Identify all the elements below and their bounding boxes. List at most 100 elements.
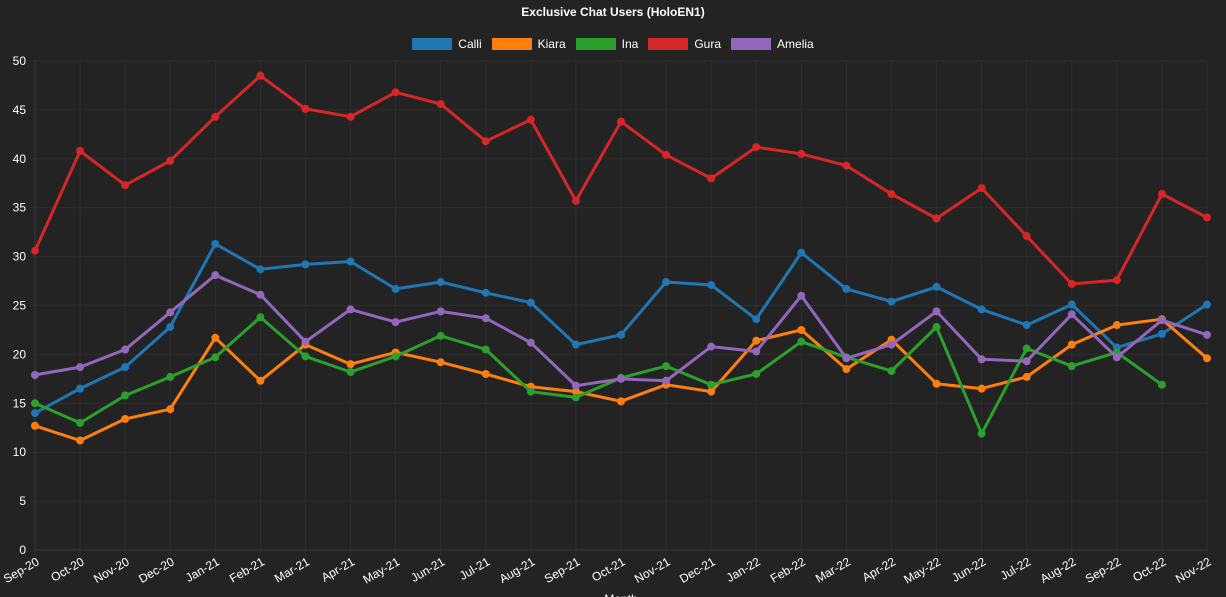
data-point xyxy=(571,196,580,205)
data-point xyxy=(166,323,175,332)
data-point xyxy=(1203,213,1211,222)
x-tick-label: Aug-21 xyxy=(497,554,538,586)
data-point xyxy=(526,338,535,347)
data-point xyxy=(211,239,220,248)
data-point xyxy=(1203,354,1211,363)
legend-item-ina[interactable]: Ina xyxy=(575,37,639,51)
data-point xyxy=(887,190,896,199)
data-point xyxy=(707,380,716,389)
data-point xyxy=(1112,321,1121,330)
series-amelia xyxy=(31,271,1211,390)
x-tick-label: Nov-20 xyxy=(91,554,132,586)
data-point xyxy=(481,137,490,146)
data-point xyxy=(121,345,130,354)
x-tick-label: May-22 xyxy=(901,554,943,586)
legend: Calli Kiara Ina Gura Amelia xyxy=(0,37,1226,51)
legend-item-calli[interactable]: Calli xyxy=(412,37,482,51)
data-point xyxy=(301,352,310,361)
legend-item-amelia[interactable]: Amelia xyxy=(731,37,814,51)
data-point xyxy=(887,367,896,376)
data-point xyxy=(571,393,580,402)
legend-label: Ina xyxy=(621,37,639,51)
y-tick-label: 20 xyxy=(13,347,27,361)
x-tick-label: Nov-21 xyxy=(632,554,673,586)
data-point xyxy=(1112,276,1121,285)
data-point xyxy=(76,363,85,372)
data-point xyxy=(121,363,130,372)
data-point xyxy=(617,330,625,339)
data-point xyxy=(346,360,355,369)
legend-swatch xyxy=(648,38,689,50)
data-point xyxy=(481,288,490,297)
x-tick-label: Apr-21 xyxy=(319,554,357,584)
data-point xyxy=(797,337,806,346)
data-point xyxy=(526,387,535,396)
data-point xyxy=(571,381,580,390)
x-tick-label: Sep-21 xyxy=(542,554,583,586)
data-point xyxy=(346,305,355,314)
data-point xyxy=(31,246,39,255)
data-point xyxy=(1203,300,1211,309)
data-point xyxy=(1067,300,1076,309)
chart-title: Exclusive Chat Users (HoloEN1) xyxy=(521,5,705,19)
legend-swatch xyxy=(575,38,616,50)
x-tick-label: Feb-22 xyxy=(768,554,808,585)
data-point xyxy=(1022,321,1031,330)
legend-label: Amelia xyxy=(777,37,814,51)
x-tick-label: Oct-20 xyxy=(48,554,86,584)
data-point xyxy=(707,174,716,183)
data-point xyxy=(1067,362,1076,371)
data-point xyxy=(1157,190,1166,199)
y-tick-label: 30 xyxy=(13,250,27,264)
data-point xyxy=(1157,329,1166,338)
data-point xyxy=(211,112,220,121)
data-point xyxy=(707,342,716,351)
data-point xyxy=(256,290,265,299)
series-gura xyxy=(31,71,1211,288)
data-point xyxy=(842,284,851,293)
x-tick-label: Jan-21 xyxy=(183,554,222,585)
y-tick-label: 50 xyxy=(13,54,27,68)
data-point xyxy=(256,265,265,274)
data-point xyxy=(256,71,265,80)
data-point xyxy=(346,368,355,377)
data-point xyxy=(436,358,445,367)
x-tick-label: Mar-21 xyxy=(272,554,312,585)
data-point xyxy=(391,318,400,327)
legend-label: Kiara xyxy=(537,37,566,51)
x-tick-label: May-21 xyxy=(360,554,402,586)
data-point xyxy=(121,391,130,400)
y-tick-label: 35 xyxy=(13,201,27,215)
data-point xyxy=(662,150,671,159)
data-point xyxy=(391,284,400,293)
data-point xyxy=(842,161,851,170)
data-point xyxy=(31,370,39,379)
data-point xyxy=(31,399,39,408)
series-line xyxy=(34,315,1163,436)
data-point xyxy=(1022,372,1031,381)
data-point xyxy=(752,143,761,152)
data-point xyxy=(932,214,941,223)
x-axis-title: Month xyxy=(604,592,637,597)
data-point xyxy=(166,372,175,381)
x-tick-label: Oct-21 xyxy=(589,554,627,584)
data-point xyxy=(121,181,130,190)
legend-item-gura[interactable]: Gura xyxy=(648,37,721,51)
data-point xyxy=(977,355,986,364)
data-point xyxy=(256,376,265,385)
data-point xyxy=(31,421,39,430)
data-point xyxy=(346,257,355,266)
data-point xyxy=(526,298,535,307)
legend-label: Gura xyxy=(694,37,722,51)
series-calli xyxy=(31,239,1211,418)
data-point xyxy=(76,146,85,155)
x-tick-label: Jun-21 xyxy=(408,554,447,585)
x-tick-label: Mar-22 xyxy=(813,554,853,585)
legend-item-kiara[interactable]: Kiara xyxy=(491,37,566,51)
x-tick-label: Jun-22 xyxy=(949,554,988,585)
data-point xyxy=(752,336,761,345)
data-point xyxy=(391,88,400,97)
legend-swatch xyxy=(412,38,453,50)
